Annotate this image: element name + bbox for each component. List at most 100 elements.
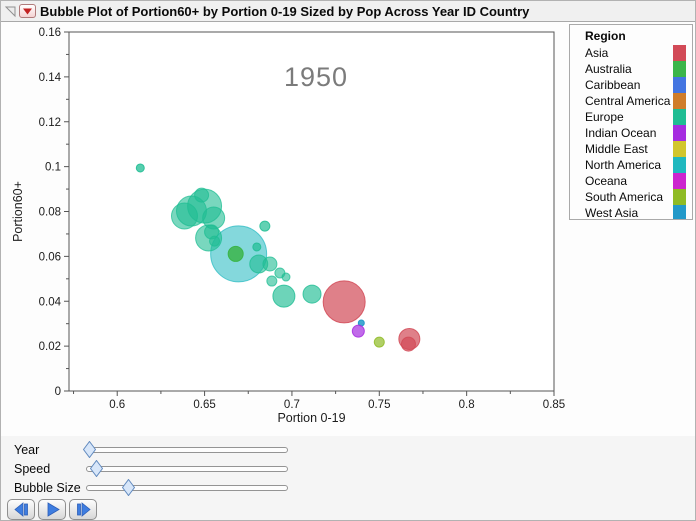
legend-color-swatch (673, 45, 686, 61)
legend-title: Region (585, 29, 626, 43)
bubble-south-america[interactable] (373, 336, 385, 348)
red-triangle-icon (23, 8, 32, 14)
legend-item-label: Asia (585, 46, 609, 60)
legend-color-swatch (673, 61, 686, 77)
disclosure-triangle-icon[interactable] (4, 5, 17, 18)
legend-item-label: Europe (585, 110, 624, 124)
year-slider-track[interactable] (86, 447, 288, 453)
legend-item[interactable]: Australia (570, 61, 692, 77)
step-back-button[interactable] (7, 499, 35, 520)
red-triangle-menu-button[interactable] (19, 4, 36, 18)
y-tick-label: 0.06 (39, 251, 61, 263)
legend-item-label: South America (585, 190, 664, 204)
x-tick-label: 0.75 (368, 399, 390, 411)
slider-row-year: Year (1, 441, 401, 460)
legend-color-swatch (673, 173, 686, 189)
bubble-europe[interactable] (135, 163, 145, 173)
y-tick-label: 0.14 (39, 72, 62, 84)
legend-color-swatch (673, 125, 686, 141)
legend-item-label: Indian Ocean (585, 126, 657, 140)
legend-item[interactable]: West Asia (570, 205, 692, 220)
slider-label: Year (14, 443, 40, 457)
x-tick-label: 0.85 (543, 399, 565, 411)
x-tick-label: 0.7 (284, 399, 300, 411)
report-titlebar: Bubble Plot of Portion60+ by Portion 0-1… (1, 1, 695, 22)
slider-thumb-diamond (121, 479, 135, 496)
legend-item-label: Oceana (585, 174, 628, 188)
slider-label: Bubble Size (14, 481, 81, 495)
y-tick-label: 0 (55, 386, 61, 398)
y-tick-label: 0.08 (39, 207, 61, 219)
y-tick-label: 0.04 (39, 296, 62, 308)
slider-label: Speed (14, 462, 51, 476)
legend-item-label: Middle East (585, 142, 648, 156)
bubble-australia[interactable] (227, 245, 244, 262)
step-back-icon (13, 502, 28, 517)
legend-color-swatch (673, 189, 686, 205)
bubble-europe[interactable] (209, 235, 221, 247)
legend-item[interactable]: Caribbean (570, 77, 692, 93)
legend-items: Asia Australia Caribbean Central America Eur… (570, 45, 692, 220)
slider-row-speed: Speed (1, 460, 401, 479)
bubble-europe[interactable] (262, 256, 278, 272)
x-axis-title: Portion 0-19 (277, 411, 345, 425)
legend-color-swatch (673, 93, 686, 109)
y-axis-title: Portion60+ (11, 181, 25, 242)
bubble-europe[interactable] (194, 187, 210, 203)
plot-frame (68, 31, 555, 392)
speed-slider-track[interactable] (86, 466, 288, 472)
play-button[interactable] (38, 499, 66, 520)
legend-item[interactable]: Central America (570, 93, 692, 109)
legend-color-swatch (673, 205, 686, 219)
bubble-europe[interactable] (252, 242, 262, 252)
y-tick-label: 0.1 (45, 162, 61, 174)
bubble-europe[interactable] (266, 275, 278, 287)
legend-color-swatch (673, 109, 686, 125)
bubble-europe[interactable] (259, 220, 271, 232)
speed-slider-thumb[interactable] (89, 460, 103, 477)
x-tick-label: 0.65 (193, 399, 215, 411)
region-legend: Region Asia Australia Caribbean Central Ame… (569, 24, 693, 220)
bubble-europe[interactable] (272, 284, 296, 308)
play-icon (47, 502, 60, 517)
legend-item-label: Central America (585, 94, 671, 108)
bubble-plot-panel: 1950 0.6 0.65 0.7 0.75 0.8 0.85 0 0.02 0.04 0.06 0.… (1, 22, 695, 436)
slider-row-bubble-size: Bubble Size (1, 479, 401, 498)
bubble-size-slider-thumb[interactable] (121, 479, 135, 496)
legend-item[interactable]: Oceana (570, 173, 692, 189)
legend-item-label: West Asia (585, 206, 639, 220)
legend-item[interactable]: Europe (570, 109, 692, 125)
legend-item[interactable]: Middle East (570, 141, 692, 157)
legend-item[interactable]: Asia (570, 45, 692, 61)
legend-item-label: Caribbean (585, 78, 641, 92)
bubble-europe[interactable] (170, 202, 198, 230)
legend-color-swatch (673, 157, 686, 173)
slider-thumb-diamond (82, 441, 96, 458)
bubble-indian-ocean[interactable] (351, 324, 365, 338)
legend-color-swatch (673, 141, 686, 157)
year-annotation: 1950 (284, 62, 348, 92)
step-forward-button[interactable] (69, 499, 97, 520)
bubble-asia[interactable] (400, 336, 416, 352)
legend-item-label: North America (585, 158, 662, 172)
bubble-asia[interactable] (322, 280, 366, 324)
legend-item[interactable]: South America (570, 189, 692, 205)
controls-panel: Year Speed Bubble Size (1, 436, 695, 520)
bubble-europe[interactable] (281, 272, 291, 282)
legend-color-swatch (673, 77, 686, 93)
legend-item-label: Australia (585, 62, 632, 76)
legend-item[interactable]: Indian Ocean (570, 125, 692, 141)
year-slider-thumb[interactable] (82, 441, 96, 458)
bubble-europe[interactable] (302, 284, 322, 304)
y-tick-label: 0.02 (39, 341, 61, 353)
legend-item[interactable]: North America (570, 157, 692, 173)
y-tick-label: 0.16 (39, 27, 61, 39)
step-forward-icon (76, 502, 91, 517)
bubble-plot: 1950 0.6 0.65 0.7 0.75 0.8 0.85 0 0.02 0.04 0.06 0.… (11, 27, 565, 425)
report-title: Bubble Plot of Portion60+ by Portion 0-1… (40, 3, 530, 19)
x-tick-label: 0.6 (109, 399, 125, 411)
y-tick-label: 0.12 (39, 117, 61, 129)
bubble-size-slider-track[interactable] (86, 485, 288, 491)
x-tick-label: 0.8 (459, 399, 475, 411)
